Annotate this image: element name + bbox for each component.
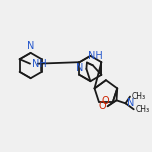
Text: CH₃: CH₃: [131, 92, 146, 101]
Text: NH: NH: [32, 59, 47, 69]
Text: CH₃: CH₃: [135, 105, 149, 114]
Text: N: N: [27, 41, 34, 51]
Text: O: O: [98, 101, 106, 111]
Text: NH: NH: [88, 51, 102, 61]
Text: O: O: [101, 96, 109, 106]
Text: N: N: [76, 63, 83, 73]
Text: N: N: [127, 98, 134, 108]
